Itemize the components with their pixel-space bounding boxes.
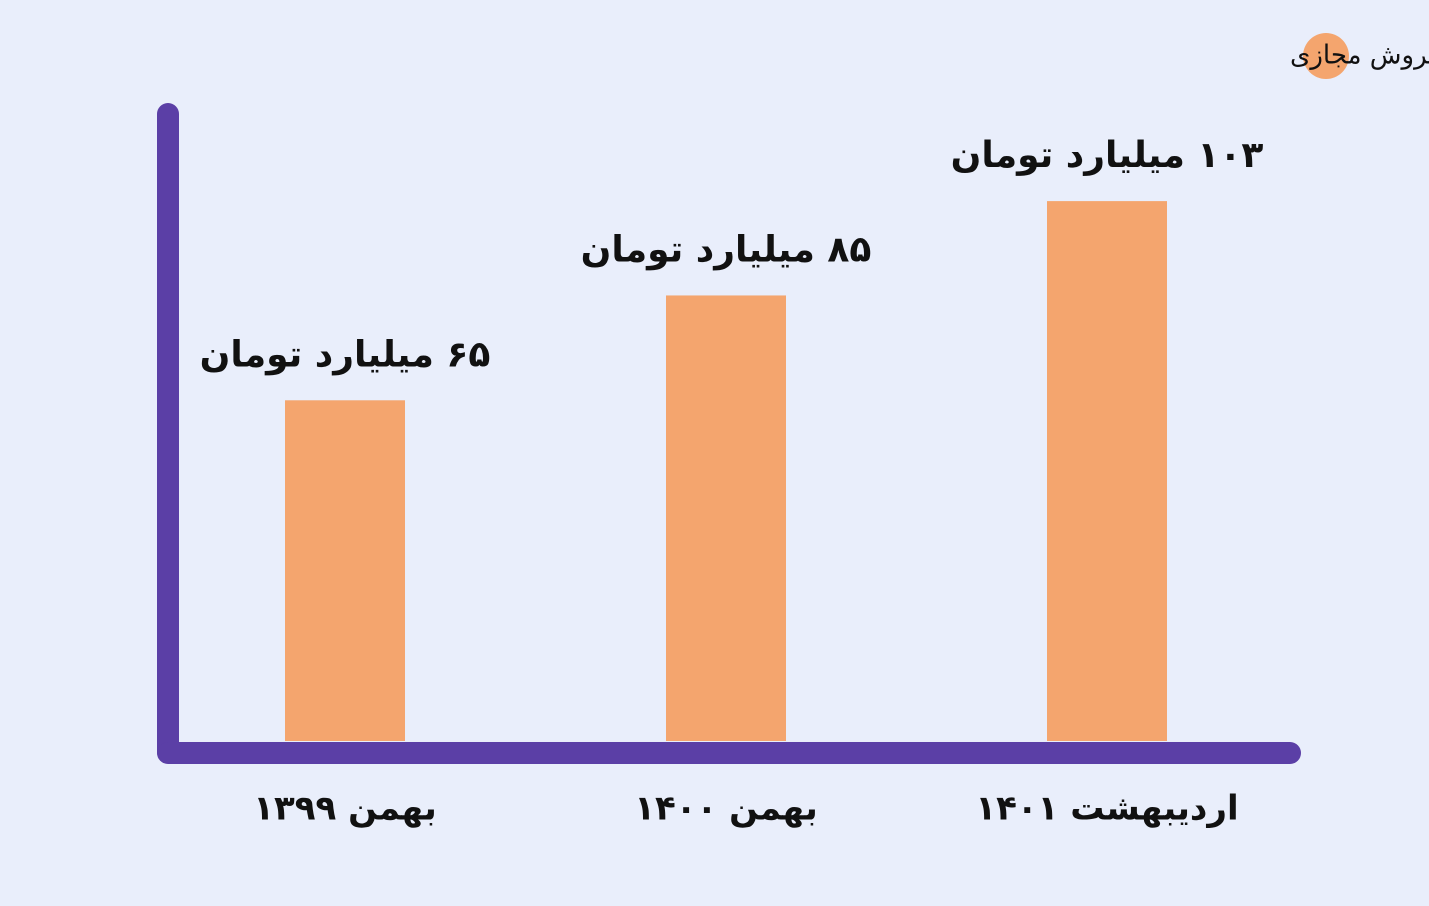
bar <box>285 400 405 741</box>
bar <box>1047 201 1167 741</box>
value-label: ۸۵ میلیارد تومان <box>581 229 872 270</box>
legend-marker <box>1303 33 1349 79</box>
bar <box>666 295 786 741</box>
value-label: ۱۰۳ میلیارد تومان <box>951 135 1264 176</box>
x-tick-label: اردیبهشت ۱۴۰۱ <box>975 789 1238 829</box>
legend-label: فروش مجازی <box>1290 41 1429 71</box>
x-tick-label: بهمن ۱۳۹۹ <box>253 789 436 829</box>
x-tick-label: بهمن ۱۴۰۰ <box>634 789 817 829</box>
value-label: ۶۵ میلیارد تومان <box>200 334 491 375</box>
